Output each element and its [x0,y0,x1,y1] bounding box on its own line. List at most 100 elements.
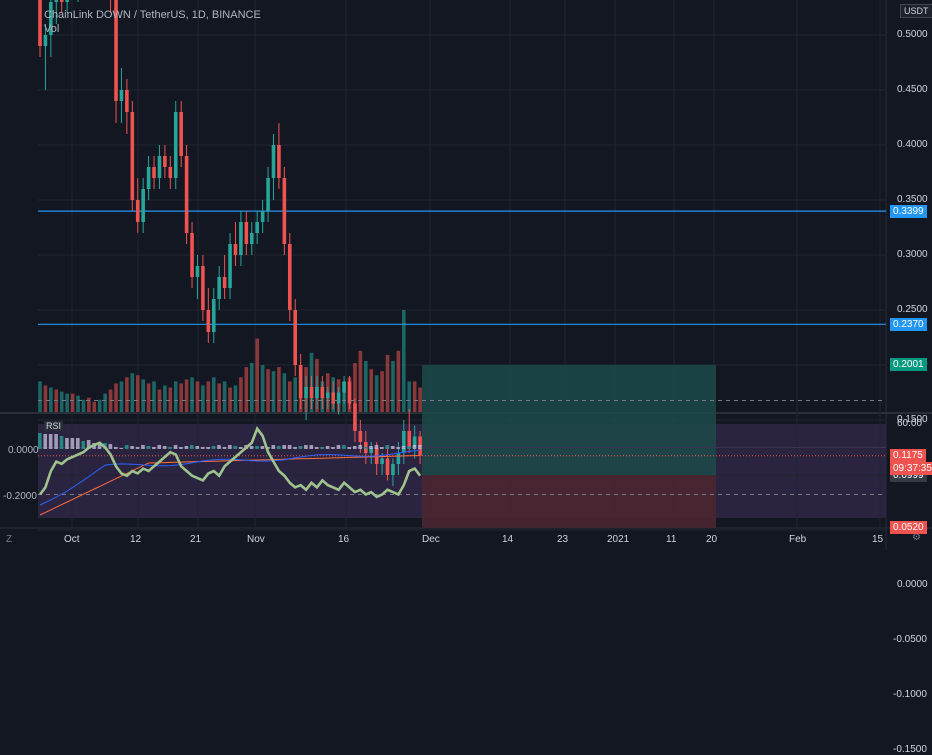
y-tick-label: 0.4500 [897,84,928,95]
candle-body [412,436,417,448]
rsi-histogram-bar [374,445,379,449]
volume-bar [277,367,281,412]
candle-body [293,310,298,365]
x-tick-label: 11 [666,534,677,545]
chart-canvas[interactable] [0,0,932,550]
volume-bar [125,377,129,412]
rsi-histogram-bar [141,445,145,449]
y-tick-label: 0.0000 [897,579,928,590]
volume-bar [364,361,368,412]
volume-bar [114,383,118,412]
candle-body [59,0,64,2]
candle-body [211,299,216,332]
candle-body [244,222,249,244]
symbol-title[interactable]: ChainLink DOWN / TetherUS, 1D, BINANCE [44,9,261,21]
candle-body [277,145,281,178]
candle-body [391,464,395,475]
rsi-histogram-bar [255,446,259,449]
rsi-histogram-bar [173,445,178,449]
candle-body [347,381,352,404]
volume-bar [249,363,254,412]
volume-bar [358,350,363,412]
volume-bar [211,377,216,412]
candle-body [287,244,292,310]
x-tick-label: 15 [872,534,884,545]
volume-bar [103,393,107,412]
rsi-histogram-bar [157,445,162,449]
rsi-histogram-bar [314,447,319,449]
volume-bar [418,387,422,412]
candle-body [342,381,346,393]
volume-bar [391,361,395,412]
candle-body [190,233,194,277]
candle-body [141,189,145,222]
volume-bar [369,369,374,412]
candle-body [228,244,232,288]
x-tick-label: 23 [557,534,569,545]
y-tick-label: 0.2500 [897,304,928,315]
volume-bar [70,393,75,412]
candle-body [130,112,135,200]
volume-bar [146,383,151,412]
rsi-histogram-bar [249,446,254,449]
rsi-histogram-bar [38,433,42,449]
x-tick-label: 12 [130,534,142,545]
price-badge[interactable]: 0.0520 [890,521,927,535]
rsi-histogram-bar [179,447,183,449]
candle-body [195,266,200,277]
volume-bar [233,385,238,412]
rsi-histogram-bar [396,447,400,449]
candle-body [249,233,254,244]
candle-body [369,447,374,453]
stop-zone [422,475,716,528]
volume-bar [38,381,42,412]
rsi-histogram-bar [70,438,75,449]
volume-bar [374,375,379,412]
rsi-left-tick-label: 0.0000 [8,445,39,456]
rsi-histogram-bar [86,440,91,449]
price-badge[interactable]: 0.1175 [890,449,926,463]
rsi-histogram-bar [309,445,314,449]
candle-body [146,167,151,189]
candle-body [217,277,221,299]
price-badge[interactable]: 0.3399 [890,204,927,218]
x-tick-label: Oct [64,534,80,545]
rsi-histogram-bar [146,446,151,449]
rsi-histogram-bar [222,447,227,449]
indicator-line-blue [39,449,421,506]
volume-bar [65,393,69,412]
x-tick-label: 2021 [607,534,630,545]
candle-body [325,392,330,398]
candle-body [353,403,357,431]
x-tick-label: 21 [190,534,202,545]
rsi-histogram-bar [130,446,134,449]
volume-label[interactable]: Vol [44,23,60,35]
candle-body [163,156,167,167]
y-tick-label: 0.1500 [897,414,928,425]
candle-body [380,458,384,464]
rsi-histogram-bar [81,441,86,449]
volume-bar [402,310,406,412]
candle-body [157,156,162,178]
rsi-left-tick-label: -0.2000 [3,491,37,502]
volume-bar [152,381,156,412]
y-tick-label: 0.4000 [897,139,928,150]
gear-icon[interactable]: ⚙ [912,532,921,543]
price-badge[interactable]: 0.2370 [890,317,927,331]
rsi-histogram-bar [369,446,373,449]
volume-bar [353,363,357,412]
y-tick-label: -0.1500 [893,744,927,755]
rsi-histogram-bar [119,448,124,449]
rsi-histogram-bar [380,447,384,449]
volume-bar [239,377,243,412]
rsi-label[interactable]: RSI [44,421,64,431]
y-tick-label: 0.5000 [897,29,928,40]
rsi-histogram-bar [206,447,210,449]
timezone-toggle[interactable]: Z [6,534,13,545]
x-tick-label: 16 [338,534,350,545]
price-badge[interactable]: 0.2001 [890,358,927,372]
volume-bar [141,379,145,412]
rsi-histogram-bar [135,447,140,449]
candle-body [206,310,211,332]
currency-button[interactable]: USDT [900,4,932,18]
